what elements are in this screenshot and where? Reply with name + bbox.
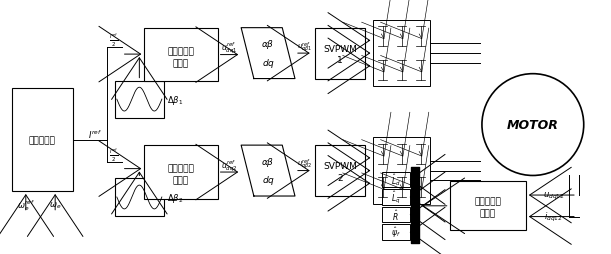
Text: $\hat{R}$: $\hat{R}$ [392,208,399,222]
Bar [382,225,409,240]
Bar [12,89,73,191]
Text: $\alpha\beta$: $\alpha\beta$ [262,155,275,168]
Bar [115,179,164,216]
Text: $I^{ref}$: $I^{ref}$ [89,128,102,140]
Bar [373,138,430,204]
Text: $\frac{I^{ref}}{2}$: $\frac{I^{ref}}{2}$ [109,146,119,163]
Text: 模块二电流: 模块二电流 [167,164,194,173]
Bar [144,146,218,199]
Polygon shape [241,146,295,196]
Text: $dq$: $dq$ [262,173,274,186]
Text: 控制环: 控制环 [173,176,189,185]
Text: MOTOR: MOTOR [507,119,559,132]
Text: 2: 2 [337,173,343,182]
Text: 速度控制环: 速度控制环 [29,136,56,145]
Text: $\omega_e^{ref}$: $\omega_e^{ref}$ [16,198,35,212]
Text: $i_{dq12}$: $i_{dq12}$ [544,210,563,223]
Text: 模块一电流: 模块一电流 [167,47,194,56]
Bar [315,146,365,196]
Text: 电机参数辨: 电机参数辨 [474,197,501,205]
Text: SVPWM: SVPWM [323,162,357,170]
Text: SVPWM: SVPWM [323,44,357,54]
Circle shape [482,74,584,176]
Text: $u_{dq12}$: $u_{dq12}$ [543,190,564,201]
Polygon shape [241,28,295,79]
Bar [144,28,218,82]
Text: $\hat{\psi}_f$: $\hat{\psi}_f$ [391,225,401,240]
Bar [382,207,409,223]
Text: 识模块: 识模块 [480,208,496,217]
Text: $dq$: $dq$ [262,57,274,70]
Text: $u_{\alpha\beta2}^{ref}$: $u_{\alpha\beta2}^{ref}$ [297,157,312,171]
Text: 1: 1 [337,56,343,65]
Text: $u_{dq1}^{ref}$: $u_{dq1}^{ref}$ [221,41,238,56]
Bar [373,21,430,87]
Bar [315,28,365,79]
Text: $u_{dq2}^{ref}$: $u_{dq2}^{ref}$ [221,158,238,173]
Text: $\Delta\beta_2$: $\Delta\beta_2$ [167,191,184,204]
Text: $\hat{L}_q$: $\hat{L}_q$ [391,189,401,205]
Text: 控制环: 控制环 [173,59,189,68]
Text: $\frac{I^{ref}}{2}$: $\frac{I^{ref}}{2}$ [109,32,119,49]
Text: $u_{\alpha\beta1}^{ref}$: $u_{\alpha\beta1}^{ref}$ [297,40,312,54]
Text: $\hat{L}_d$: $\hat{L}_d$ [391,172,401,188]
Text: $\omega_e$: $\omega_e$ [49,200,61,210]
Bar [450,182,526,230]
Bar [382,189,409,205]
Text: $\alpha\beta$: $\alpha\beta$ [262,38,275,51]
Bar [382,172,409,187]
Text: $\Delta\beta_1$: $\Delta\beta_1$ [167,93,184,106]
Bar [115,81,164,118]
